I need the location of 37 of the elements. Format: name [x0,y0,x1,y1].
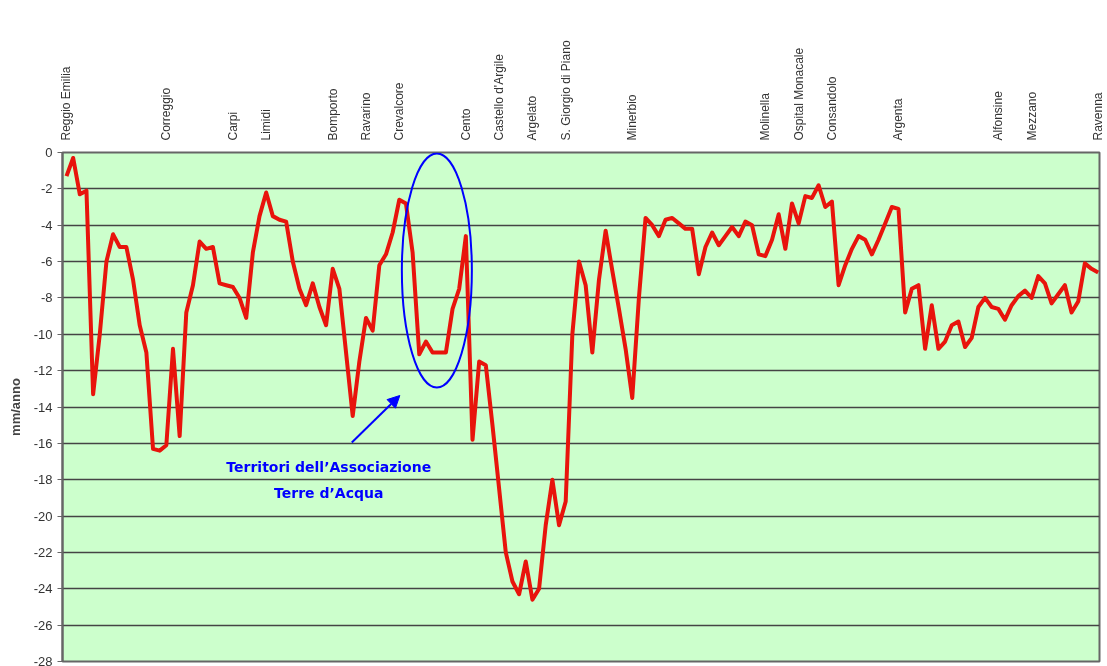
y-tick-label: -16 [33,435,53,451]
x-tick-label: Correggio [159,87,174,141]
x-tick-label: Ospital Monacale [791,47,806,141]
x-tick-label: Consandolo [824,76,839,141]
y-axis-title: mm/anno [7,378,23,436]
y-tick-label: -26 [33,617,53,633]
x-tick-label: Molinella [758,92,773,141]
y-tick-label: -8 [40,290,53,306]
x-tick-label: Reggio Emilia [59,66,74,141]
y-tick-label: -2 [40,181,53,197]
y-tick-label: -6 [40,254,53,270]
x-tick-label: Crevalcore [392,82,407,141]
x-tick-label: Argenta [891,98,906,141]
y-tick-label: -18 [33,472,53,488]
x-tick-label: Bomporto [325,88,340,141]
y-tick-label: -14 [33,399,53,415]
y-tick-label: -24 [33,581,53,597]
x-tick-label: Castello d'Argile [492,53,507,141]
x-tick-label: Argelato [525,95,540,141]
y-tick-label: -28 [33,654,53,666]
line-series [64,155,1100,602]
x-tick-label: Mezzano [1024,91,1039,141]
y-tick-label: 0 [45,145,53,160]
x-tick-label: Minerbio [625,94,640,141]
x-tick-label: S. Giorgio di Piano [558,40,573,141]
annotation: Territori dell’Associazione Terre d’Acqua [226,458,432,501]
x-tick-label: Limidi [259,109,274,141]
x-tick-label: Cento [458,108,473,141]
x-tick-label: Ravenna [1091,92,1106,141]
y-tick-label: -22 [33,544,53,560]
y-tick-label: -12 [33,363,53,379]
y-tick-label: -4 [40,217,53,233]
x-tick-label: Carpi [225,111,240,141]
y-tick-label: -20 [33,508,53,524]
x-tick-label: Alfonsine [991,90,1006,141]
x-tick-label: Ravarino [359,92,374,141]
y-tick-label: -10 [33,326,53,342]
